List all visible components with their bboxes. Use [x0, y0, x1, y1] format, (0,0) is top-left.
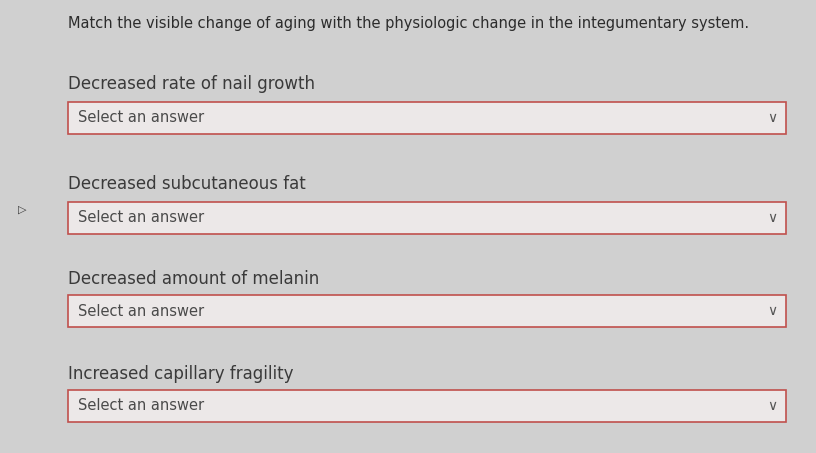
- Text: Select an answer: Select an answer: [78, 399, 204, 414]
- FancyBboxPatch shape: [68, 390, 786, 422]
- Text: Select an answer: Select an answer: [78, 304, 204, 318]
- Text: Match the visible change of aging with the physiologic change in the integumenta: Match the visible change of aging with t…: [68, 16, 749, 31]
- Text: ∨: ∨: [767, 111, 777, 125]
- Text: ▷: ▷: [18, 205, 26, 215]
- FancyBboxPatch shape: [68, 295, 786, 327]
- Text: ∨: ∨: [767, 211, 777, 225]
- Text: ∨: ∨: [767, 399, 777, 413]
- Text: ∨: ∨: [767, 304, 777, 318]
- FancyBboxPatch shape: [68, 202, 786, 234]
- FancyBboxPatch shape: [68, 102, 786, 134]
- Text: Increased capillary fragility: Increased capillary fragility: [68, 365, 294, 383]
- Text: Decreased rate of nail growth: Decreased rate of nail growth: [68, 75, 315, 93]
- Text: Select an answer: Select an answer: [78, 111, 204, 125]
- Text: Decreased amount of melanin: Decreased amount of melanin: [68, 270, 319, 288]
- Text: Select an answer: Select an answer: [78, 211, 204, 226]
- Text: Decreased subcutaneous fat: Decreased subcutaneous fat: [68, 175, 306, 193]
